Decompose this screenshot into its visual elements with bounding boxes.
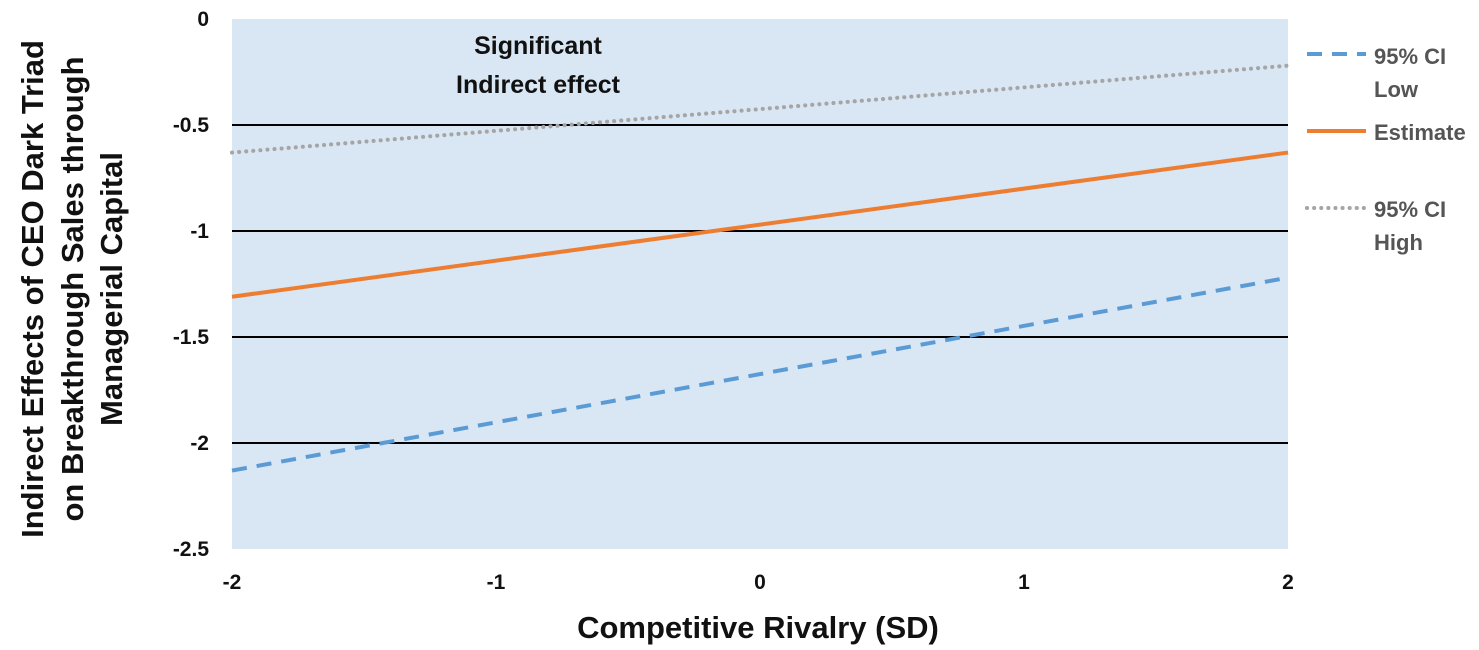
annotation-line-1: Significant	[474, 32, 602, 60]
x-axis-title: Competitive Rivalry (SD)	[577, 610, 939, 645]
annotation-line-2: Indirect effect	[456, 71, 621, 99]
y-tick-label: -0.5	[173, 114, 210, 137]
x-tick-label: 0	[754, 571, 766, 594]
legend-label: Estimate	[1374, 120, 1466, 145]
series-line-estimate	[231, 150, 1289, 299]
x-axis-ticks: -2 -1 0 1 2	[223, 571, 1294, 594]
legend-label: 95% CI	[1374, 197, 1446, 222]
legend-label: High	[1374, 230, 1423, 255]
x-tick-label: 2	[1282, 571, 1294, 594]
x-tick-label: 1	[1018, 571, 1030, 594]
series-line-95-ci-low	[231, 275, 1289, 473]
legend: 95% CI Low Estimate 95% CI High	[1305, 44, 1466, 255]
y-tick-label: -2.5	[173, 538, 210, 561]
gridlines	[232, 124, 1288, 444]
series-line-95-ci-high	[230, 63, 1290, 155]
x-tick-label: -2	[223, 571, 242, 594]
y-tick-label: 0	[197, 8, 209, 31]
plot-area	[232, 19, 1288, 549]
y-axis-title: Indirect Effects of CEO Dark Triad on Br…	[15, 40, 129, 538]
legend-label: 95% CI	[1374, 44, 1446, 69]
legend-label: Low	[1374, 77, 1419, 102]
y-axis-title-line-1: Indirect Effects of CEO Dark Triad	[15, 40, 50, 538]
y-axis-ticks: 0 -0.5 -1 -1.5 -2 -2.5	[173, 8, 210, 561]
y-axis-title-line-2: on Breakthrough Sales through	[55, 56, 90, 521]
x-tick-label: -1	[487, 571, 506, 594]
y-tick-label: -1.5	[173, 326, 210, 349]
y-tick-label: -2	[190, 432, 209, 455]
series-lines	[230, 63, 1290, 473]
y-axis-title-line-3: Managerial Capital	[94, 152, 129, 426]
y-tick-label: -1	[190, 220, 209, 243]
